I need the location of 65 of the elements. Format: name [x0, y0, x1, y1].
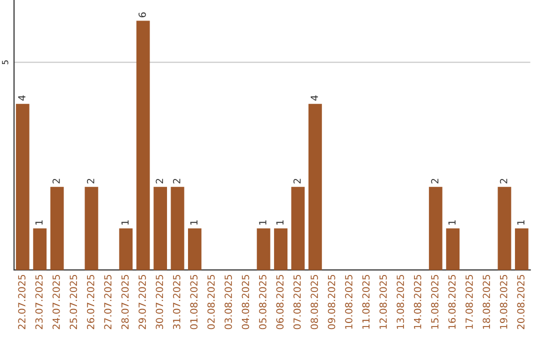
bar	[274, 228, 288, 270]
data-label: 4	[310, 95, 318, 101]
x-tick-label: 31.07.2025	[172, 274, 180, 330]
bar	[291, 186, 305, 270]
data-label: 2	[156, 178, 163, 184]
x-tick-label: 13.08.2025	[396, 274, 404, 329]
x-tick-label: 27.07.2025	[104, 274, 112, 330]
x-tick-label: 25.07.2025	[70, 274, 78, 330]
x-tick-label: 03.08.2025	[224, 274, 232, 330]
x-tick-label: 04.08.2025	[242, 274, 250, 330]
bar	[136, 20, 150, 270]
x-tick-label: 06.08.2025	[276, 274, 284, 330]
x-tick-label: 15.08.2025	[431, 274, 438, 329]
x-tick-label: 01.08.2025	[190, 274, 198, 330]
x-tick-label: 14.08.2025	[414, 274, 422, 329]
x-tick-label: 24.07.2025	[52, 274, 60, 330]
data-label: 1	[517, 220, 524, 225]
x-tick-label: 23.07.2025	[35, 274, 43, 330]
data-label: 1	[121, 220, 129, 225]
bar	[84, 186, 98, 270]
x-tick-label: 17.08.2025	[466, 274, 473, 329]
data-label: 4	[18, 95, 26, 101]
bar	[256, 228, 270, 270]
x-tick-label: 18.08.2025	[482, 274, 490, 329]
data-label: 2	[431, 178, 438, 184]
data-label: 1	[35, 220, 43, 225]
x-tick-label: 10.08.2025	[345, 274, 352, 329]
data-label: 2	[500, 178, 508, 184]
x-tick-label: 29.07.2025	[138, 274, 146, 330]
data-label: 1	[276, 220, 284, 225]
x-tick-label: 26.07.2025	[86, 274, 94, 330]
bar	[308, 104, 322, 270]
bar	[428, 186, 442, 270]
x-tick-label: 09.08.2025	[328, 274, 336, 330]
x-tick-label: 05.08.2025	[259, 274, 266, 330]
x-tick-label: 08.08.2025	[310, 274, 318, 330]
data-label: 2	[172, 178, 180, 184]
bar	[514, 228, 528, 270]
x-tick-label: 02.08.2025	[207, 274, 215, 330]
bar	[498, 186, 512, 270]
data-label: 2	[52, 178, 60, 184]
bar	[154, 186, 168, 270]
data-label: 2	[293, 178, 301, 184]
data-label: 2	[86, 178, 94, 184]
x-tick-label: 30.07.2025	[156, 274, 164, 330]
x-tick-label: 07.08.2025	[293, 274, 301, 330]
x-tick-label: 28.07.2025	[121, 274, 129, 330]
data-label: 1	[259, 220, 266, 225]
data-label: 1	[190, 220, 198, 225]
bar	[188, 228, 202, 270]
bar	[170, 186, 184, 270]
x-tick-label: 16.08.2025	[448, 274, 456, 329]
x-tick-label: 11.08.2025	[362, 274, 370, 329]
bar	[50, 186, 64, 270]
data-label: 1	[448, 220, 456, 225]
data-label: 6	[138, 12, 146, 18]
bar	[119, 228, 133, 270]
bar	[446, 228, 460, 270]
x-tick-label: 20.08.2025	[517, 274, 524, 330]
x-tick-label: 19.08.2025	[500, 274, 508, 329]
bar	[16, 104, 30, 270]
x-tick-label: 22.07.2025	[18, 274, 26, 330]
bar	[33, 228, 47, 270]
y-tick-label: 5	[2, 60, 8, 64]
x-tick-label: 12.08.2025	[379, 274, 387, 329]
